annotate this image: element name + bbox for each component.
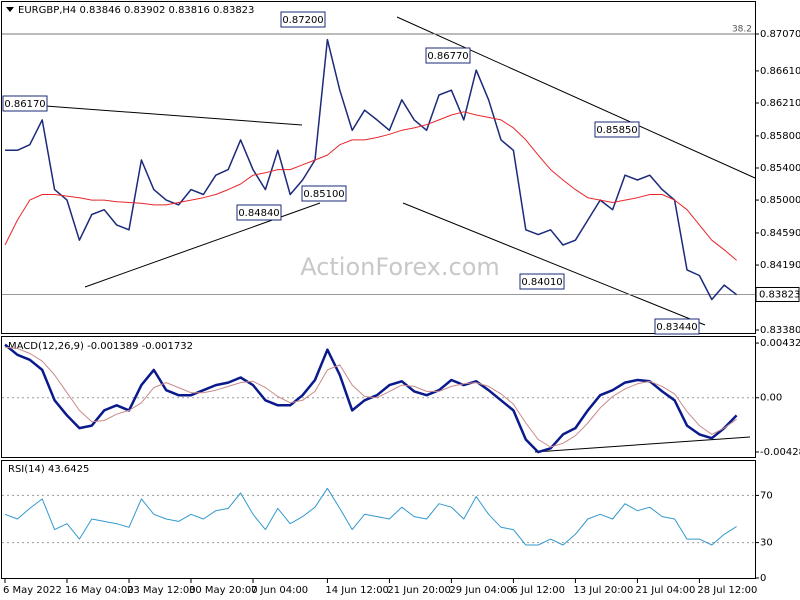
y-tick-label: 0 [760, 573, 766, 584]
annotation-box [594, 121, 640, 138]
menu-arrow [6, 7, 14, 12]
y-tick-label: 0.83380 [760, 325, 800, 336]
trend-line [84, 202, 321, 288]
y-tick-label: 0.00 [760, 393, 782, 404]
x-tick-label: 30 May 20:00 [189, 585, 258, 596]
annotation-box [519, 273, 565, 290]
x-tick-label: 29 Jun 04:00 [449, 585, 513, 596]
annotation-label: 0.85100 [303, 189, 344, 200]
y-tick-label: 0.85400 [760, 163, 800, 174]
trend-line [396, 16, 756, 179]
x-tick-label: 21 Jun 20:00 [387, 585, 451, 596]
y-tick-label: 0.85000 [760, 195, 800, 206]
y-tick-label: 0.84590 [760, 228, 800, 239]
x-tick-label: 21 Jul 04:00 [635, 585, 695, 596]
x-tick-label: 16 May 04:00 [65, 585, 134, 596]
price-panel-frame [1, 1, 756, 334]
chart-title: EURGBP,H4 0.83846 0.83902 0.83816 0.8382… [18, 5, 254, 16]
series-line [4, 487, 737, 546]
x-tick-label: 28 Jul 12:00 [697, 585, 757, 596]
series-line [4, 111, 737, 261]
rsi-panel-frame [1, 460, 756, 579]
macd-title: MACD(12,26,9) -0.001389 -0.001732 [8, 341, 193, 352]
x-tick-label: 14 Jun 12:00 [325, 585, 389, 596]
trend-line [402, 202, 706, 326]
macd-trend-line [534, 436, 751, 453]
y-tick-label: 0.87070 [760, 29, 800, 40]
annotation-label: 0.84840 [238, 208, 279, 219]
annotation-label: 0.86170 [4, 99, 45, 110]
annotation-label: 0.85850 [596, 125, 637, 136]
series-line [4, 346, 737, 448]
y-tick-label: 30 [760, 538, 773, 549]
annotation-box [2, 95, 48, 112]
annotation-label: 0.87200 [282, 15, 323, 26]
annotation-box [301, 185, 347, 202]
rsi-title: RSI(14) 43.6425 [8, 464, 89, 475]
series-line [4, 343, 738, 454]
y-tick-label: 70 [760, 490, 773, 501]
price-tag [755, 286, 800, 302]
annotation-box [236, 204, 282, 221]
fib-label: 38.2 [732, 25, 752, 35]
annotation-label: 0.83440 [656, 322, 697, 333]
y-tick-label: 0.004325 [760, 338, 800, 349]
x-tick-label: 7 Jun 04:00 [251, 585, 308, 596]
annotation-box [654, 318, 700, 335]
macd-panel-frame [1, 336, 756, 458]
y-tick-label: 0.85800 [760, 131, 800, 142]
x-tick-label: 23 May 12:00 [127, 585, 196, 596]
watermark: ActionForex.com [300, 253, 500, 281]
trend-line [4, 102, 303, 126]
y-tick-label: 0.86610 [760, 66, 800, 77]
y-tick-label: 0.84190 [760, 260, 800, 271]
y-tick-label: 0.86210 [760, 98, 800, 109]
series-line [5, 38, 738, 301]
x-tick-label: 13 Jul 20:00 [573, 585, 633, 596]
x-tick-label: 6 May 2022 [3, 585, 62, 596]
y-tick-label: -0.004288 [760, 447, 800, 458]
annotation-box [280, 11, 326, 28]
annotation-label: 0.86770 [427, 51, 468, 62]
annotation-label: 0.84010 [521, 277, 562, 288]
x-tick-label: 6 Jul 12:00 [511, 585, 565, 596]
price-tag-label: 0.83823 [759, 289, 800, 300]
annotation-box [425, 47, 471, 64]
